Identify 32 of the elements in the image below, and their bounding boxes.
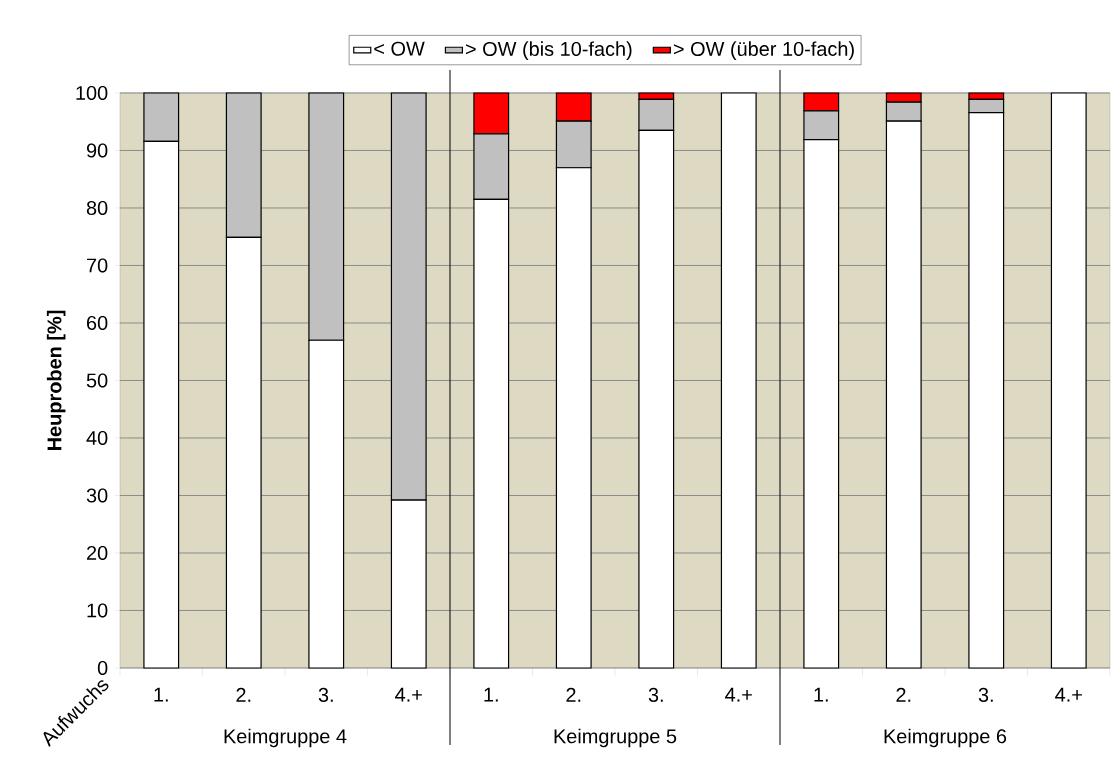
bar — [720, 92, 757, 669]
y-tick-label: 90 — [86, 143, 108, 158]
y-axis-title: Heuproben [%] — [46, 310, 66, 450]
y-tick-label: 50 — [86, 373, 108, 388]
x-tick-label: 4.+ — [395, 687, 422, 702]
bar — [1050, 92, 1087, 669]
y-tick-label: 100 — [76, 85, 108, 101]
legend-label: > OW (bis 10-fach) — [465, 41, 632, 60]
x-tick-label: 3. — [318, 687, 333, 702]
x-tick-label: 3. — [648, 687, 663, 702]
x-tick-label: 4.+ — [725, 687, 752, 702]
legend-label: < OW — [374, 41, 425, 56]
x-tick-label: 1. — [814, 687, 828, 702]
x-tick-label: 2. — [566, 687, 581, 702]
y-tick-label: 80 — [86, 200, 108, 216]
x-tick-label: 4.+ — [1055, 687, 1082, 702]
legend-label: > OW (über 10-fach) — [673, 41, 854, 60]
x-tick-label: 3. — [978, 687, 993, 702]
text: Keimgruppe 6 — [884, 728, 1007, 748]
y-tick-label: 60 — [87, 315, 108, 331]
text: Keimgruppe 4 — [224, 728, 347, 748]
text: Keimgruppe 5 — [554, 728, 677, 748]
x-tick-label: 2. — [896, 687, 911, 702]
y-tick-label: 40 — [86, 430, 108, 446]
y-tick-label: 0 — [97, 660, 108, 676]
y-tick-label: 30 — [86, 488, 108, 503]
y-tick-label: 10 — [87, 603, 108, 618]
x-tick-label: 1. — [484, 687, 498, 702]
x-tick-label: 2. — [236, 687, 251, 702]
x-tick-label: 1. — [154, 687, 168, 702]
y-tick-label: 20 — [87, 545, 108, 561]
y-tick-label: 70 — [87, 258, 108, 273]
